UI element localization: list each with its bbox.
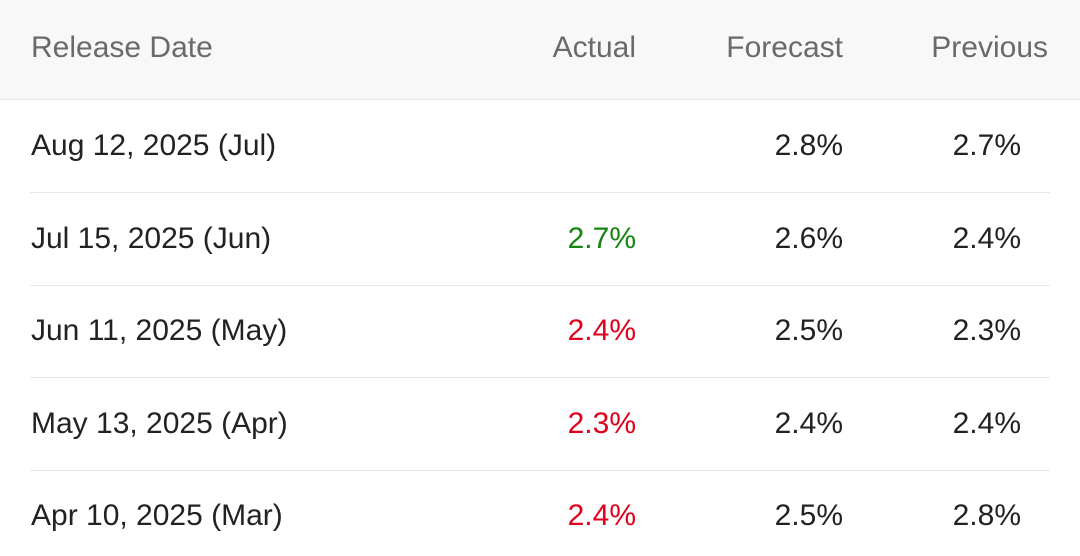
column-header: Forecast xyxy=(726,31,843,64)
table-header xyxy=(0,0,1080,100)
actual-value: 2.4% xyxy=(567,314,636,347)
column-header: Actual xyxy=(552,31,636,64)
release-date: May 13, 2025 (Apr) xyxy=(31,407,288,440)
previous-value: 2.4% xyxy=(952,407,1021,440)
forecast-value: 2.5% xyxy=(774,314,843,347)
column-header: Previous xyxy=(931,31,1048,64)
previous-value: 2.8% xyxy=(952,499,1021,532)
release-date: Apr 10, 2025 (Mar) xyxy=(31,499,283,532)
release-date: Jun 11, 2025 (May) xyxy=(31,314,288,347)
forecast-value: 2.6% xyxy=(774,222,843,255)
previous-value: 2.7% xyxy=(952,129,1021,162)
row-separator xyxy=(30,285,1050,286)
row-separator xyxy=(30,192,1050,193)
column-header: Release Date xyxy=(31,31,213,64)
row-separator xyxy=(30,470,1050,471)
release-date: Aug 12, 2025 (Jul) xyxy=(31,129,277,162)
actual-value: 2.7% xyxy=(567,222,636,255)
row-separator xyxy=(30,377,1050,378)
previous-value: 2.3% xyxy=(952,314,1021,347)
forecast-value: 2.8% xyxy=(774,129,843,162)
forecast-value: 2.5% xyxy=(774,499,843,532)
actual-value: 2.3% xyxy=(567,407,636,440)
previous-value: 2.4% xyxy=(952,222,1021,255)
actual-value: 2.4% xyxy=(567,499,636,532)
forecast-value: 2.4% xyxy=(774,407,843,440)
release-date: Jul 15, 2025 (Jun) xyxy=(31,222,272,255)
